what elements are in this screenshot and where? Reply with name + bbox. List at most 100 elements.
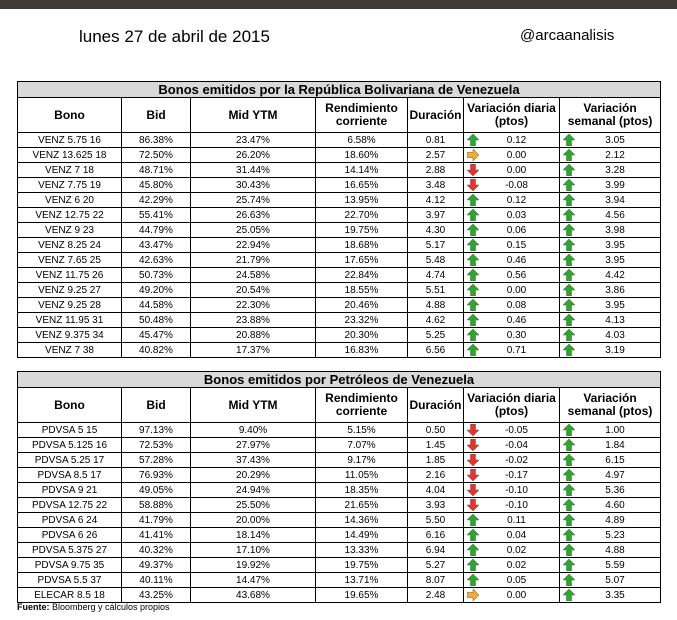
mid-ytm-value: 21.79% — [190, 252, 316, 268]
current-yield-value: 13.71% — [315, 572, 408, 588]
bond-name: PDVSA 9.75 35 — [17, 557, 122, 573]
duration-value: 4.30 — [407, 222, 464, 238]
duration-value: 5.25 — [407, 327, 464, 343]
table-title: Bonos emitidos por Petróleos de Venezuel… — [16, 371, 662, 388]
bid-value: 40.82% — [121, 342, 191, 358]
daily-change-cell: 0.02 — [463, 557, 560, 573]
daily-change-value: -0.10 — [505, 499, 528, 511]
mid-ytm-value: 25.05% — [190, 222, 316, 238]
pdvsa-bonds-table: Bonos emitidos por Petróleos de Venezuel… — [16, 371, 662, 603]
column-header: Variación diaria (ptos) — [463, 387, 560, 423]
weekly-change-cell: 3.95 — [558, 252, 662, 268]
column-header: Variación semanal (ptos) — [558, 387, 662, 423]
daily-change-value: 0.05 — [506, 574, 527, 586]
bond-name: PDVSA 9 21 — [17, 482, 122, 498]
daily-change-value: 0.12 — [506, 194, 527, 206]
table-row: PDVSA 9 21 49.05% 24.94% 18.35% 4.04 -0.10 5.3… — [17, 482, 662, 498]
daily-change-value: 0.12 — [506, 134, 527, 146]
venezuela-bonds-table: Bonos emitidos por la República Bolivari… — [16, 81, 662, 358]
bond-name: VENZ 9.375 34 — [17, 327, 122, 343]
weekly-change-cell: 4.97 — [558, 467, 662, 483]
mid-ytm-value: 20.88% — [190, 327, 316, 343]
table-row: PDVSA 6 24 41.79% 20.00% 14.36% 5.50 0.11 4.89 — [17, 512, 662, 528]
weekly-change-value: 3.95 — [605, 299, 625, 311]
bond-name: PDVSA 6 26 — [17, 527, 122, 543]
weekly-change-cell: 4.89 — [558, 512, 662, 528]
daily-change-value: -0.04 — [505, 439, 528, 451]
current-yield-value: 14.36% — [315, 512, 408, 528]
daily-change-cell: 0.46 — [463, 252, 560, 268]
current-yield-value: 14.49% — [315, 527, 408, 543]
weekly-change-value: 4.97 — [605, 469, 625, 481]
table-row: PDVSA 9.75 35 49.37% 19.92% 19.75% 5.27 0.02 5… — [17, 557, 662, 573]
duration-value: 4.74 — [407, 267, 464, 283]
bid-value: 48.71% — [121, 162, 191, 178]
daily-change-cell: -0.08 — [463, 177, 560, 193]
duration-value: 1.85 — [407, 452, 464, 468]
daily-change-value: 0.11 — [507, 514, 526, 526]
current-yield-value: 13.33% — [315, 542, 408, 558]
table-row: VENZ 6 20 42.29% 25.74% 13.95% 4.12 0.12 3.94 — [17, 192, 662, 208]
weekly-change-cell: 4.56 — [558, 207, 662, 223]
weekly-change-value: 3.95 — [605, 239, 625, 251]
daily-change-value: 0.46 — [506, 254, 527, 266]
weekly-change-cell: 3.19 — [558, 342, 662, 358]
weekly-change-value: 3.19 — [605, 344, 625, 356]
daily-change-cell: 0.12 — [463, 132, 560, 148]
bid-value: 97.13% — [121, 422, 191, 438]
weekly-change-cell: 3.98 — [558, 222, 662, 238]
mid-ytm-value: 14.47% — [190, 572, 316, 588]
mid-ytm-value: 30.43% — [190, 177, 316, 193]
bid-value: 42.63% — [121, 252, 191, 268]
mid-ytm-value: 31.44% — [190, 162, 316, 178]
weekly-change-cell: 4.88 — [558, 542, 662, 558]
weekly-change-value: 3.28 — [605, 164, 625, 176]
bond-name: PDVSA 5.125 16 — [17, 437, 122, 453]
weekly-change-value: 4.03 — [605, 329, 625, 341]
weekly-change-value: 4.60 — [605, 499, 625, 511]
table-row: VENZ 7.75 19 45.80% 30.43% 16.65% 3.48 -0.08 3… — [17, 177, 662, 193]
mid-ytm-value: 9.40% — [190, 422, 316, 438]
weekly-change-value: 6.15 — [605, 454, 625, 466]
table-row: PDVSA 6 26 41.41% 18.14% 14.49% 6.16 0.04 5.23 — [17, 527, 662, 543]
daily-change-value: 0.00 — [506, 589, 527, 601]
weekly-change-value: 3.86 — [605, 284, 625, 296]
current-yield-value: 16.83% — [315, 342, 408, 358]
bond-name: PDVSA 6 24 — [17, 512, 122, 528]
current-yield-value: 21.65% — [315, 497, 408, 513]
column-header: Rendimiento corriente — [315, 97, 408, 133]
weekly-change-cell: 3.35 — [558, 587, 662, 603]
duration-value: 2.88 — [407, 162, 464, 178]
bid-value: 41.79% — [121, 512, 191, 528]
current-yield-value: 19.65% — [315, 587, 408, 603]
bid-value: 58.88% — [121, 497, 191, 513]
bond-name: VENZ 11.75 26 — [17, 267, 122, 283]
duration-value: 1.45 — [407, 437, 464, 453]
daily-change-cell: 0.06 — [463, 222, 560, 238]
weekly-change-cell: 5.59 — [558, 557, 662, 573]
daily-change-value: 0.71 — [506, 344, 527, 356]
duration-value: 5.50 — [407, 512, 464, 528]
table-row: VENZ 11.75 26 50.73% 24.58% 22.84% 4.74 0.56 4… — [17, 267, 662, 283]
daily-change-value: 0.02 — [506, 544, 527, 556]
daily-change-value: -0.05 — [505, 424, 528, 436]
bond-name: VENZ 11.95 31 — [17, 312, 122, 328]
current-yield-value: 17.65% — [315, 252, 408, 268]
bid-value: 49.37% — [121, 557, 191, 573]
source-text: Bloomberg y cálculos propios — [49, 602, 170, 612]
daily-change-value: 0.46 — [506, 314, 527, 326]
table-row: VENZ 7.65 25 42.63% 21.79% 17.65% 5.48 0.46 3.… — [17, 252, 662, 268]
column-header: Duración — [407, 387, 464, 423]
duration-value: 5.51 — [407, 282, 464, 298]
table-row: VENZ 7 38 40.82% 17.37% 16.83% 6.56 0.71 3.19 — [17, 342, 662, 358]
weekly-change-cell: 3.99 — [558, 177, 662, 193]
weekly-change-value: 3.99 — [605, 179, 625, 191]
mid-ytm-value: 23.47% — [190, 132, 316, 148]
bond-name: VENZ 12.75 22 — [17, 207, 122, 223]
daily-change-cell: 0.05 — [463, 572, 560, 588]
column-header: Bid — [121, 387, 191, 423]
daily-change-value: 0.00 — [506, 164, 527, 176]
table-row: PDVSA 5.125 16 72.53% 27.97% 7.07% 1.45 -0.04… — [17, 437, 662, 453]
table-row: PDVSA 5 15 97.13% 9.40% 5.15% 0.50 -0.05 1.00 — [17, 422, 662, 438]
source-label: Fuente: — [17, 602, 50, 612]
